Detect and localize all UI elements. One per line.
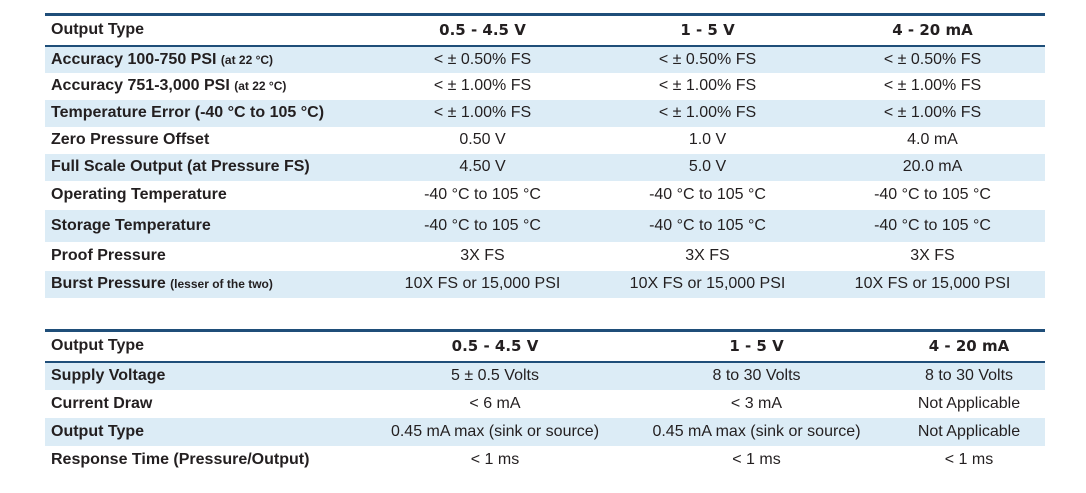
row-label: Burst Pressure [51,275,166,292]
value-cell: < 3 mA [730,394,783,412]
row-label-cell: Response Time (Pressure/Output) [45,446,370,474]
row-label: Temperature Error (-40 °C to 105 °C) [51,104,325,121]
value-cell: 3X FS [910,247,955,264]
row-label-cell: Full Scale Output (at Pressure FS) [45,153,370,181]
value-cell: Not Applicable [917,394,1021,412]
row-label-cell: Accuracy 100-750 PSI (at 22 °C) [45,45,370,73]
value-cell: 5.0 V [595,153,820,181]
table-row: Supply Voltage 5 ± 0.5 Volts 8 to 30 Volts… [45,361,1045,390]
row-label-cell: Current Draw [45,390,370,418]
value-cell: < ± 1.00% FS [370,99,595,127]
table-row: Operating Temperature -40 °C to 105 °C -40… [45,181,1045,210]
table-row: Burst Pressure (lesser of the two) 10X FS… [45,270,1045,298]
value-cell: < 1 ms [470,450,520,468]
row-label: Supply Voltage [51,367,166,384]
value-cell: < 1 ms [944,450,994,468]
value-cell: 10X FS or 15,000 PSI [820,270,1045,298]
value-cell: 0.45 mA max (sink or source) [620,417,893,446]
row-note: (at 22 °C) [220,52,274,67]
column-header: Output Type [45,330,370,363]
value-cell: 1.0 V [688,131,727,148]
value-cell: < ± 0.50% FS [820,45,1045,73]
table-row: Storage Temperature -40 °C to 105 °C -40 °… [45,209,1045,242]
row-label: Full Scale Output (at Pressure FS) [51,158,310,175]
table-row: Accuracy 100-750 PSI (at 22 °C) < ± 0.50%… [45,45,1045,73]
table-row: Current Draw < 6 mA < 3 mA Not Applicable [45,390,1045,418]
value-cell: < ± 1.00% FS [433,77,532,94]
value-cell: < ± 1.00% FS [595,99,820,127]
column-header: 1 - 5 V [595,14,820,47]
column-header: Output Type [45,14,370,47]
row-label-cell: Accuracy 751-3,000 PSI (at 22 °C) [45,73,370,100]
row-label-cell: Proof Pressure [45,242,370,271]
value-cell: -40 °C to 105 °C [370,209,595,242]
value-cell: -40 °C to 105 °C [424,186,541,203]
table-row: Output Type 0.45 mA max (sink or source) 0… [45,417,1045,446]
table-row: Full Scale Output (at Pressure FS) 4.50 V… [45,153,1045,181]
row-note: (lesser of the two) [170,277,273,291]
row-label: Accuracy 100-750 PSI [51,50,217,68]
value-cell: < ± 1.00% FS [820,99,1045,127]
row-label: Output Type [51,422,145,440]
row-label-cell: Storage Temperature [45,209,370,242]
value-cell: Not Applicable [893,417,1045,446]
value-cell: < 1 ms [732,450,781,468]
row-label-cell: Supply Voltage [45,361,370,390]
value-cell: 5 ± 0.5 Volts [370,361,620,390]
value-cell: < ± 0.50% FS [370,45,595,73]
value-cell: 3X FS [685,247,730,264]
table-row: Temperature Error (-40 °C to 105 °C) < ± … [45,99,1045,127]
column-header: 4 - 20 mA [893,330,1045,363]
column-header: 0.5 - 4.5 V [370,330,620,363]
table-row: Response Time (Pressure/Output) < 1 ms < 1… [45,446,1045,474]
value-cell: -40 °C to 105 °C [649,186,766,203]
value-cell: -40 °C to 105 °C [820,209,1045,242]
row-label: Response Time (Pressure/Output) [51,450,310,468]
value-cell: < ± 1.00% FS [658,77,757,94]
row-label-cell: Burst Pressure (lesser of the two) [45,270,370,298]
row-label: Current Draw [51,394,153,412]
column-header: 1 - 5 V [620,330,893,363]
row-label: Operating Temperature [51,186,227,203]
value-cell: 8 to 30 Volts [620,361,893,390]
row-label: Zero Pressure Offset [51,131,210,148]
value-cell: 4.0 mA [907,131,958,148]
row-label-cell: Zero Pressure Offset [45,127,370,154]
value-cell: 20.0 mA [820,153,1045,181]
row-label: Proof Pressure [51,247,166,264]
row-note: (at 22 °C) [234,79,287,93]
value-cell: 0.50 V [459,131,506,148]
value-cell: 4.50 V [370,153,595,181]
row-label-cell: Output Type [45,417,370,446]
value-cell: 0.45 mA max (sink or source) [370,417,620,446]
table-row: Accuracy 751-3,000 PSI (at 22 °C) < ± 1.0… [45,73,1045,100]
column-header: 4 - 20 mA [820,14,1045,47]
row-label-cell: Operating Temperature [45,181,370,210]
value-cell: 8 to 30 Volts [893,361,1045,390]
value-cell: < ± 1.00% FS [883,77,982,94]
value-cell: 10X FS or 15,000 PSI [370,270,595,298]
value-cell: -40 °C to 105 °C [874,186,991,203]
row-label-cell: Temperature Error (-40 °C to 105 °C) [45,99,370,127]
column-header: 0.5 - 4.5 V [370,14,595,47]
value-cell: 10X FS or 15,000 PSI [595,270,820,298]
row-label: Storage Temperature [51,216,211,234]
row-label: Accuracy 751-3,000 PSI [51,77,230,94]
table-row: Proof Pressure 3X FS 3X FS 3X FS [45,242,1045,271]
value-cell: -40 °C to 105 °C [595,209,820,242]
value-cell: < 6 mA [469,394,521,412]
table-row: Zero Pressure Offset 0.50 V 1.0 V 4.0 mA [45,127,1045,154]
value-cell: 3X FS [460,247,505,264]
value-cell: < ± 0.50% FS [595,45,820,73]
